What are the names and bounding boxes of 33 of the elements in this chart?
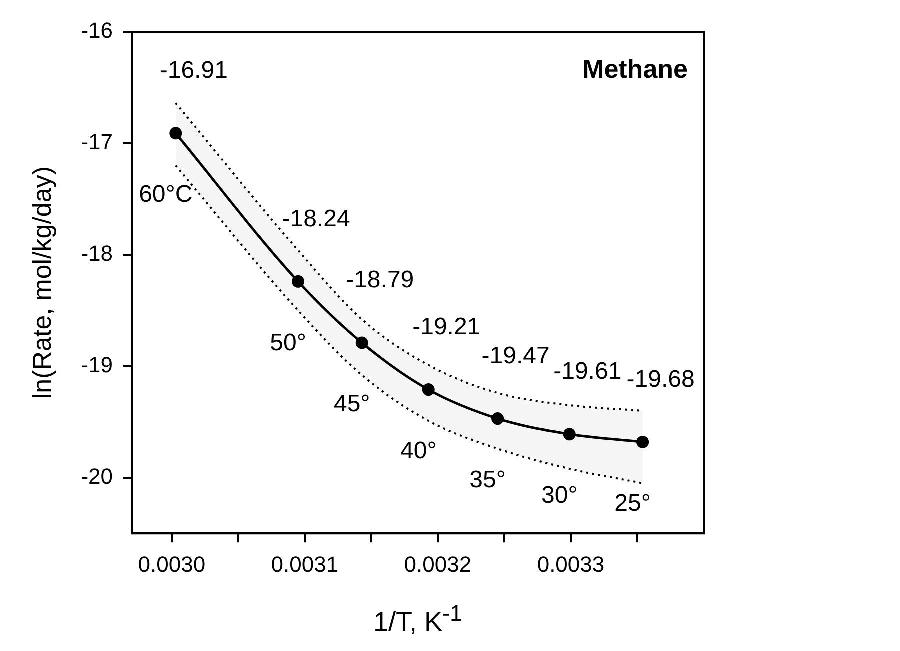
data-label: -19.68 — [626, 366, 695, 393]
data-label: -18.24 — [282, 205, 350, 232]
y-tick-label: -18 — [81, 240, 113, 266]
data-label: -19.47 — [482, 342, 550, 370]
x-axis-title: 1/T, K$^{-1}$ — [372, 601, 464, 638]
data-label: -18.79 — [346, 266, 414, 294]
annotation: Methane — [582, 54, 688, 84]
x-tick-label: 0.0031 — [271, 552, 339, 577]
x-tick-label: 0.0032 — [404, 552, 472, 577]
point — [170, 127, 182, 140]
point — [636, 436, 650, 448]
point — [292, 275, 305, 288]
annotation: 40° — [400, 437, 437, 464]
x-tick-label: 0.0030 — [138, 552, 206, 577]
y-tick-label: -19 — [81, 352, 113, 378]
point — [563, 428, 576, 441]
y-tick-label: -20 — [81, 464, 113, 489]
y-axis-title: ln(Rate, mol/kg/day) — [26, 166, 57, 400]
annotation: 60°C — [139, 181, 193, 208]
data-label: -16.91 — [160, 57, 228, 84]
y-tick-label: -16 — [81, 18, 113, 44]
annotation: 45° — [334, 390, 370, 418]
y-tick-label: -17 — [81, 130, 113, 155]
annotation: 25° — [614, 490, 651, 517]
annotation: 30° — [541, 482, 578, 510]
annotation: 50° — [270, 329, 306, 356]
annotation: 35° — [470, 466, 506, 494]
x-tick-label: 0.0033 — [537, 552, 605, 577]
point — [492, 412, 504, 426]
data-label: -19.61 — [554, 358, 622, 386]
point — [422, 384, 435, 396]
data-label: -19.21 — [412, 313, 481, 340]
point — [356, 336, 368, 350]
